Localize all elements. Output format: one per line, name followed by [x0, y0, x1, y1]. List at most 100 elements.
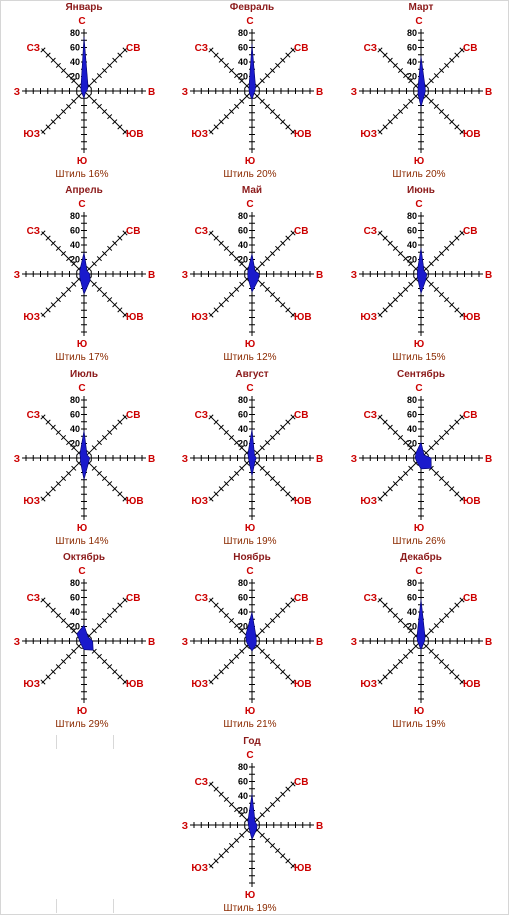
tick-mark	[234, 103, 240, 109]
tick-mark	[254, 643, 260, 649]
tick-mark	[213, 786, 219, 792]
tick-mark	[96, 286, 102, 292]
tick-mark	[66, 623, 72, 629]
tick-mark	[45, 419, 51, 425]
tick-mark	[269, 434, 276, 441]
tick-mark	[377, 414, 383, 420]
tick-mark	[275, 664, 281, 670]
tick-mark	[244, 643, 250, 649]
tick-mark	[387, 607, 393, 613]
tick-mark	[96, 623, 102, 629]
tick-label: 20	[407, 439, 417, 449]
direction-label-nw: СЗ	[195, 410, 208, 421]
tick-mark	[213, 307, 219, 313]
tick-mark	[280, 240, 286, 246]
direction-label-sw: ЮЗ	[191, 312, 208, 323]
tick-mark	[290, 129, 296, 135]
tick-mark	[208, 129, 214, 135]
tick-mark	[208, 496, 214, 502]
tick-mark	[269, 108, 276, 115]
tick-mark	[244, 83, 250, 89]
tick-mark	[449, 240, 455, 246]
tick-mark	[55, 429, 61, 435]
tick-mark	[438, 475, 445, 482]
tick-label: 80	[407, 28, 417, 38]
direction-label-w: З	[351, 87, 357, 98]
calm-label: Штиль 12%	[223, 352, 276, 363]
tick-mark	[413, 266, 419, 272]
direction-label-s: Ю	[245, 523, 255, 534]
direction-label-sw: ЮЗ	[360, 679, 377, 690]
tick-label: 40	[407, 240, 417, 250]
direction-label-nw: СЗ	[195, 593, 208, 604]
tick-mark	[96, 470, 102, 476]
tick-mark	[117, 602, 123, 608]
direction-label-nw: СЗ	[364, 43, 377, 54]
tick-label: 20	[238, 806, 248, 816]
tick-mark	[454, 419, 460, 425]
tick-label: 40	[407, 607, 417, 617]
direction-label-sw: ЮЗ	[360, 312, 377, 323]
tick-mark	[122, 597, 128, 603]
tick-mark	[45, 52, 51, 58]
tick-mark	[50, 607, 56, 613]
chart-title: Июнь	[407, 185, 435, 196]
tick-mark	[403, 256, 409, 262]
tick-mark	[218, 57, 224, 63]
tick-mark	[228, 617, 235, 624]
tick-mark	[91, 78, 97, 84]
tick-mark	[397, 658, 404, 665]
tick-mark	[377, 312, 383, 318]
wind-frequency-polygon	[417, 56, 426, 109]
direction-label-n: С	[78, 566, 85, 577]
tick-mark	[413, 83, 419, 89]
tick-label: 20	[238, 439, 248, 449]
tick-mark	[285, 124, 291, 130]
tick-mark	[86, 93, 92, 99]
direction-label-w: З	[351, 270, 357, 281]
tick-mark	[117, 491, 123, 497]
tick-mark	[218, 791, 224, 797]
tick-label: 60	[407, 593, 417, 603]
tick-mark	[392, 114, 398, 120]
tick-mark	[223, 796, 229, 802]
direction-label-ne: СВ	[126, 43, 140, 54]
tick-mark	[112, 424, 118, 430]
tick-mark	[269, 291, 276, 298]
direction-label-s: Ю	[245, 339, 255, 350]
tick-label: 40	[238, 240, 248, 250]
direction-label-n: С	[246, 199, 253, 210]
tick-mark	[290, 414, 296, 420]
tick-mark	[213, 674, 219, 680]
tick-label: 80	[70, 578, 80, 588]
tick-mark	[397, 67, 404, 74]
tick-mark	[40, 47, 46, 53]
tick-mark	[444, 297, 450, 303]
tick-mark	[382, 602, 388, 608]
tick-mark	[239, 465, 245, 471]
direction-label-se: ЮВ	[294, 863, 312, 874]
direction-label-w: З	[14, 637, 20, 648]
direction-label-s: Ю	[77, 523, 87, 534]
tick-mark	[91, 98, 97, 104]
tick-mark	[228, 291, 235, 298]
direction-label-ne: СВ	[294, 593, 308, 604]
tick-mark	[107, 245, 113, 251]
tick-mark	[91, 261, 97, 267]
tick-mark	[290, 230, 296, 236]
tick-mark	[269, 801, 276, 808]
direction-label-ne: СВ	[126, 593, 140, 604]
tick-label: 40	[407, 57, 417, 67]
direction-label-nw: СЗ	[195, 226, 208, 237]
tick-mark	[228, 801, 235, 808]
tick-mark	[377, 47, 383, 53]
tick-mark	[112, 486, 118, 492]
tick-mark	[280, 486, 286, 492]
tick-mark	[459, 129, 465, 135]
tick-mark	[96, 73, 102, 79]
direction-label-sw: ЮЗ	[191, 129, 208, 140]
direction-label-se: ЮВ	[126, 679, 144, 690]
tick-mark	[101, 108, 108, 115]
tick-mark	[264, 653, 270, 659]
tick-mark	[50, 240, 56, 246]
